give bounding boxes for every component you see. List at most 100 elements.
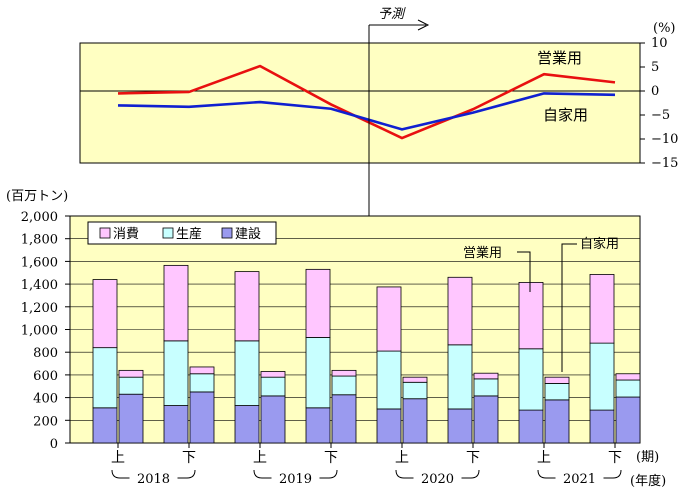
- year-label: 2018: [137, 472, 170, 487]
- bar-segment-commercial-5-建設: [447, 408, 473, 444]
- legend-label-0: 消費: [113, 227, 139, 242]
- legend: 消費 生産 建設: [87, 221, 277, 245]
- bar-segment-private-3-生産: [331, 375, 357, 396]
- volume-x-labels: 上 下 上 下 上 下 上 下 2018 2019 2020 2021: [111, 443, 622, 487]
- bar-segment-commercial-0-消費: [92, 279, 118, 349]
- bar-segment-commercial-7-生産: [589, 342, 615, 411]
- bar-segment-private-5-建設: [473, 395, 499, 444]
- growth-plot-background: [79, 42, 641, 164]
- year-axis-label: (年度): [630, 473, 666, 489]
- growth-tick-label: −15: [651, 156, 678, 171]
- growth-series-line-commercial: [117, 64, 616, 140]
- forecast-label: 予測: [378, 7, 406, 22]
- volume-tick-label: 800: [33, 346, 58, 361]
- bar-segment-private-6-建設: [544, 399, 570, 444]
- year-bracket-right: [461, 469, 480, 479]
- bar-segment-private-7-消費: [615, 373, 641, 381]
- year-bracket-right: [603, 469, 622, 479]
- bar-segment-private-4-建設: [402, 398, 428, 444]
- bar-segment-private-0-生産: [118, 376, 144, 395]
- bar-segment-private-0-建設: [118, 393, 144, 444]
- bar-segment-private-3-建設: [331, 394, 357, 444]
- volume-tick-label: 400: [33, 392, 58, 407]
- bar-segment-private-3-消費: [331, 369, 357, 377]
- growth-tick-label: −5: [651, 108, 670, 123]
- volume-tick-label: 2,000: [21, 210, 58, 225]
- bar-segment-commercial-4-生産: [376, 350, 402, 410]
- year-bracket-left: [395, 469, 414, 479]
- bar-segment-commercial-3-消費: [305, 268, 331, 338]
- period-label: 上: [111, 450, 125, 466]
- volume-tick-label: 1,400: [21, 278, 58, 293]
- period-label: 上: [537, 450, 551, 466]
- bar-segment-commercial-2-生産: [234, 340, 260, 406]
- bar-segment-commercial-7-消費: [589, 274, 615, 344]
- bar-segment-commercial-5-生産: [447, 344, 473, 410]
- bar-segment-private-1-消費: [189, 366, 215, 375]
- volume-tick-label: 1,600: [21, 255, 58, 270]
- bar-segment-commercial-2-建設: [234, 405, 260, 444]
- bar-segment-commercial-3-建設: [305, 407, 331, 444]
- bar-segment-private-0-消費: [118, 369, 144, 378]
- bar-segment-commercial-0-建設: [92, 407, 118, 444]
- period-label: 下: [182, 450, 196, 466]
- year-label: 2021: [563, 472, 596, 487]
- growth-tick-label: −10: [651, 132, 678, 147]
- volume-annotations: 営業用 自家用: [463, 236, 619, 372]
- growth-series: [117, 64, 616, 140]
- period-axis-label: (期): [636, 450, 659, 465]
- period-label: 下: [466, 450, 480, 466]
- legend-swatch-1: [162, 227, 174, 239]
- bar-segment-private-6-生産: [544, 383, 570, 401]
- year-label: 2020: [421, 472, 454, 487]
- bar-segment-private-4-消費: [402, 376, 428, 383]
- period-label: 下: [608, 450, 622, 466]
- volume-unit-label: (百万トン): [6, 189, 68, 204]
- bar-segment-commercial-3-生産: [305, 337, 331, 409]
- bar-segment-commercial-7-建設: [589, 409, 615, 444]
- callout-commercial: 営業用: [463, 245, 502, 261]
- bar-segment-commercial-1-消費: [163, 264, 189, 342]
- period-label: 上: [395, 450, 409, 466]
- bar-segment-commercial-6-生産: [518, 348, 544, 411]
- growth-series-line-private: [117, 92, 616, 131]
- period-label: 上: [253, 450, 267, 466]
- bar-segment-commercial-6-建設: [518, 409, 544, 444]
- bar-segment-private-2-生産: [260, 376, 286, 397]
- volume-y-ticks: 2,000 1,800 1,600 1,400 1,200 1,000 800 600 400 2…: [21, 210, 70, 452]
- year-bracket-right: [319, 469, 338, 479]
- bar-segment-private-2-消費: [260, 371, 286, 378]
- bar-segment-commercial-5-消費: [447, 276, 473, 346]
- growth-label-private: 自家用: [543, 106, 588, 124]
- volume-tick-label: 1,800: [21, 233, 58, 248]
- bar-segment-private-5-生産: [473, 378, 499, 397]
- bar-segment-commercial-4-建設: [376, 408, 402, 444]
- bar-segment-private-4-生産: [402, 381, 428, 400]
- year-label: 2019: [279, 472, 312, 487]
- period-label: 下: [324, 450, 338, 466]
- growth-y-ticks: 10 5 0 −5 −10 −15: [640, 36, 678, 171]
- bar-segment-commercial-0-生産: [92, 347, 118, 409]
- callout-line-private: [561, 243, 577, 372]
- volume-bars: [92, 264, 641, 444]
- legend-swatch-0: [99, 227, 111, 239]
- growth-label-commercial: 営業用: [537, 49, 582, 67]
- bar-segment-commercial-2-消費: [234, 271, 260, 342]
- bar-segment-private-1-生産: [189, 373, 215, 393]
- bar-segment-private-6-消費: [544, 376, 570, 384]
- volume-tick-label: 200: [33, 414, 58, 429]
- year-bracket-left: [537, 469, 556, 479]
- bar-segment-commercial-4-消費: [376, 286, 402, 352]
- growth-tick-label: 10: [651, 36, 668, 51]
- year-bracket-right: [177, 469, 196, 479]
- bar-segment-private-7-建設: [615, 396, 641, 444]
- bar-segment-commercial-1-生産: [163, 340, 189, 406]
- bar-segment-commercial-1-建設: [163, 405, 189, 444]
- volume-tick-label: 1,200: [21, 301, 58, 316]
- bar-segment-commercial-6-消費: [518, 281, 544, 350]
- bar-segment-private-2-建設: [260, 395, 286, 444]
- callout-line-commercial: [517, 251, 531, 292]
